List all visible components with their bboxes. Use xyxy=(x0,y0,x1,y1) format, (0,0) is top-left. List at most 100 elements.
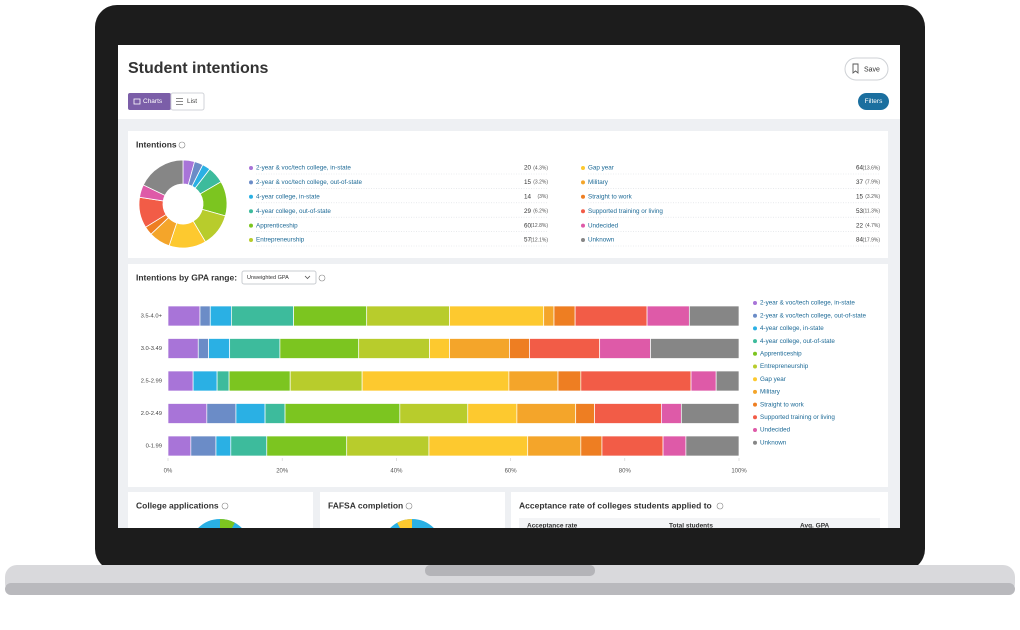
bar-segment xyxy=(229,338,281,359)
bar-segment xyxy=(599,338,651,359)
legend-value: 15 xyxy=(856,193,864,200)
legend-value: 64 xyxy=(856,165,864,172)
legend-swatch xyxy=(249,209,253,214)
intentions-chart: 2-year & voc/tech college, in-state 20 (4.… xyxy=(138,159,880,249)
legend-percent: (17.9%) xyxy=(862,237,880,243)
gpa-dropdown-label[interactable]: Unweighted GPA xyxy=(247,275,289,281)
legend-percent: (3.2%) xyxy=(865,194,880,200)
bar-segment xyxy=(399,403,469,424)
legend-swatch xyxy=(753,326,757,331)
save-label[interactable]: Save xyxy=(864,66,880,73)
bar-segment xyxy=(190,435,217,457)
bar-segment xyxy=(680,403,740,424)
bar-segment xyxy=(516,403,577,424)
info-icon[interactable] xyxy=(716,502,724,510)
gpa-title: Intentions by GPA range: xyxy=(136,272,237,282)
bar-segment xyxy=(580,435,603,457)
legend-label: Unknown xyxy=(588,237,615,244)
bar-segment xyxy=(508,370,559,392)
legend-label: 4-year college, in-state xyxy=(760,325,824,332)
legend-percent: (7.9%) xyxy=(865,180,880,186)
bar-segment xyxy=(690,370,717,392)
bar-segment xyxy=(235,403,266,424)
bar-segment xyxy=(279,338,360,359)
legend-swatch xyxy=(249,194,253,199)
legend-percent: (12.8%) xyxy=(530,223,548,229)
bar-segment xyxy=(228,370,291,392)
legend-label: Supported training or living xyxy=(760,414,835,421)
legend-percent: (4.7%) xyxy=(865,223,880,229)
legend-label: Undecided xyxy=(588,222,619,229)
legend-percent: (12.1%) xyxy=(530,237,548,243)
legend-swatch xyxy=(581,166,585,170)
bar-segment xyxy=(215,435,232,457)
legend-label: Supported training or living xyxy=(588,208,663,215)
y-tick-label: 0-1.99 xyxy=(146,444,162,450)
legend-label: Gap year xyxy=(760,376,786,383)
x-tick-label: 80% xyxy=(619,469,632,475)
donut-preview xyxy=(397,519,413,528)
bar-segment xyxy=(543,305,555,327)
legend-swatch xyxy=(249,223,253,228)
bar-segment xyxy=(197,338,209,359)
filters-button[interactable] xyxy=(858,93,889,110)
legend-swatch xyxy=(753,313,757,318)
legend-value: 22 xyxy=(856,222,864,229)
legend-percent: (3%) xyxy=(537,194,548,200)
x-tick-label: 40% xyxy=(390,469,403,475)
legend-percent: (11.3%) xyxy=(863,209,880,215)
info-icon[interactable] xyxy=(178,141,186,149)
bar-segment xyxy=(346,435,430,457)
list-tab-label[interactable]: List xyxy=(187,98,197,105)
bar-segment xyxy=(650,338,740,359)
bar-segment xyxy=(529,338,601,359)
legend-label: 2-year & voc/tech college, in-state xyxy=(256,165,351,172)
legend-label: Undecided xyxy=(760,427,791,434)
list-icon xyxy=(176,98,183,105)
info-icon[interactable] xyxy=(221,502,229,510)
panel-title: Acceptance rate of colleges students app… xyxy=(519,500,712,510)
info-icon[interactable] xyxy=(318,274,326,282)
bar-segment xyxy=(575,403,595,424)
legend-percent: (3.2%) xyxy=(533,180,548,186)
bar-segment xyxy=(662,435,687,457)
intentions-panel xyxy=(128,131,888,258)
filters-label[interactable]: Filters xyxy=(865,98,883,105)
bar-segment xyxy=(289,370,363,392)
bar-segment xyxy=(167,305,201,327)
legend-value: 15 xyxy=(524,179,532,186)
bookmark-icon xyxy=(852,63,859,74)
laptop-base-edge xyxy=(5,583,1015,595)
save-button[interactable] xyxy=(844,57,889,81)
info-icon[interactable] xyxy=(405,502,413,510)
legend-swatch xyxy=(753,351,757,356)
y-tick-label: 2.0-2.49 xyxy=(141,411,162,417)
charts-tab-label[interactable]: Charts xyxy=(143,98,163,105)
bar-segment xyxy=(685,435,740,457)
legend-label: Entrepreneurship xyxy=(256,237,305,244)
bar-segment xyxy=(449,305,545,327)
x-tick-label: 60% xyxy=(505,469,518,475)
header-bar xyxy=(118,45,900,119)
list-tab[interactable] xyxy=(170,92,205,111)
legend-swatch xyxy=(753,301,757,305)
legend-label: Gap year xyxy=(588,165,614,172)
x-tick-label: 0% xyxy=(164,469,173,475)
bar-segment xyxy=(467,403,518,424)
panel-title: FAFSA completion xyxy=(328,500,403,510)
column-header: Avg. GPA xyxy=(800,523,830,530)
y-tick-label: 2.5-2.99 xyxy=(141,379,162,385)
gpa-dropdown[interactable] xyxy=(241,270,317,285)
bar-segment xyxy=(230,435,268,457)
bar-segment xyxy=(715,370,740,392)
laptop-notch xyxy=(425,565,595,576)
charts-tab[interactable] xyxy=(128,93,171,110)
legend-value: 20 xyxy=(524,165,532,172)
legend-label: Unknown xyxy=(760,439,787,446)
legend-swatch xyxy=(753,377,757,382)
legend-percent: (13.6%) xyxy=(862,165,880,171)
bar-segment xyxy=(428,435,529,457)
bar-segment xyxy=(206,403,237,424)
bar-segment xyxy=(192,370,218,392)
